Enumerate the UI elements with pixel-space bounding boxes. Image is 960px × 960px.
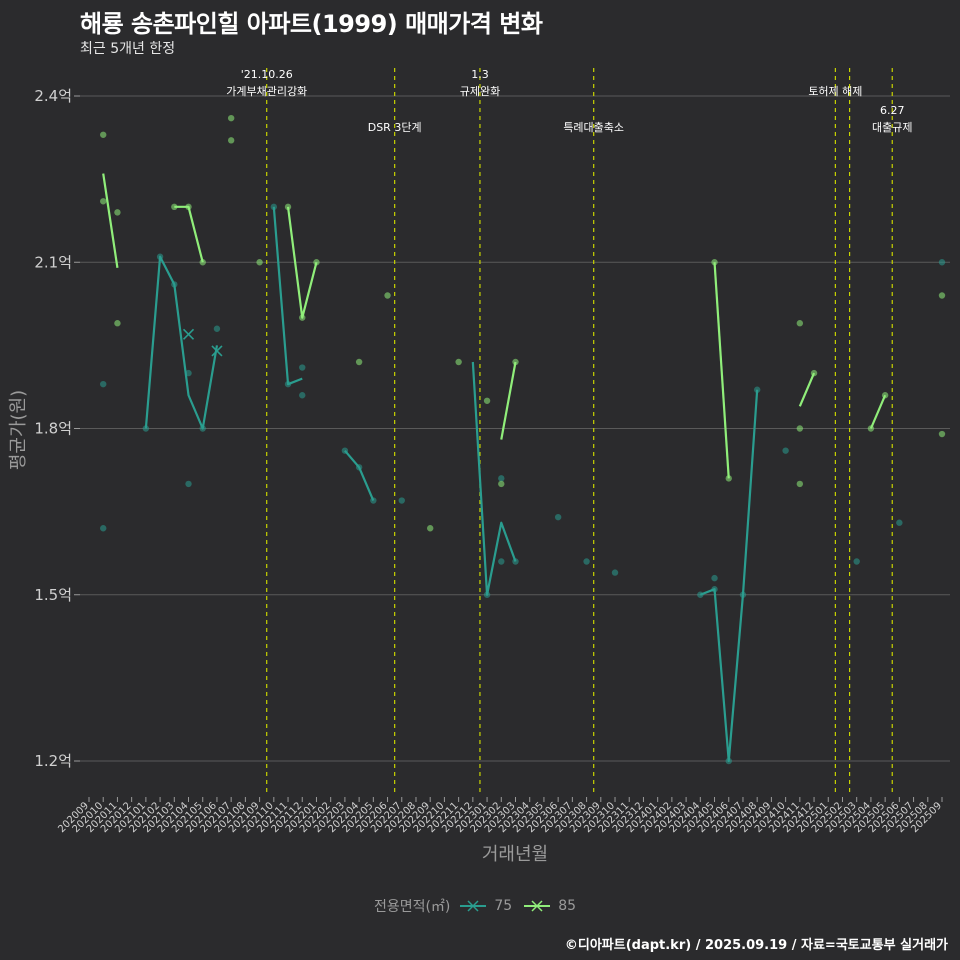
data-point-75 — [853, 558, 860, 565]
data-point-75 — [753, 386, 761, 393]
series-line-85 — [174, 205, 204, 263]
data-point-85 — [796, 480, 804, 488]
series-line-75 — [699, 389, 759, 763]
series-line-75 — [344, 449, 375, 501]
data-point-75 — [611, 569, 619, 576]
data-point-85 — [796, 320, 804, 327]
data-point-85 — [455, 358, 462, 366]
data-point-75 — [554, 513, 562, 521]
legend-label-75: 75 — [494, 898, 513, 914]
series-line-85 — [869, 394, 887, 429]
data-point-85 — [100, 198, 107, 205]
series-line-85 — [713, 262, 730, 479]
data-point-75 — [398, 497, 405, 504]
legend: 전용면적(㎡) 75 85 — [0, 896, 960, 916]
data-point-75 — [185, 480, 192, 488]
data-point-85 — [227, 114, 235, 122]
data-point-85 — [100, 131, 107, 138]
data-point-85 — [384, 292, 391, 299]
series-line-75 — [471, 361, 517, 596]
event-label: 규제완화 — [460, 85, 500, 98]
data-point-85 — [498, 480, 505, 488]
legend-title: 전용면적(㎡) — [373, 899, 451, 915]
data-point-75 — [299, 364, 306, 371]
data-cross-75 — [182, 328, 195, 340]
series-line-75 — [144, 255, 219, 430]
data-point-85 — [796, 425, 804, 432]
source-caption: ©디아파트(dapt.kr) / 2025.09.19 / 자료=국토교통부 실… — [564, 938, 948, 953]
data-point-75 — [711, 574, 718, 582]
event-label: 대출규제 — [872, 121, 912, 134]
y-tick-label: 1.5억 — [34, 586, 72, 604]
event-label: 특례대출축소 — [563, 121, 624, 134]
data-point-75 — [583, 558, 590, 565]
legend-key-75-icon — [460, 900, 487, 912]
data-point-85 — [114, 320, 121, 327]
y-tick-label: 1.8억 — [34, 420, 72, 438]
data-point-85 — [427, 525, 434, 532]
event-label: 가계부채관리강화 — [226, 85, 307, 98]
event-label: '21.10.26 — [241, 68, 293, 81]
data-point-75 — [270, 203, 278, 211]
data-point-75 — [938, 259, 946, 266]
event-label: 토허제 해제 — [808, 84, 862, 98]
data-point-85 — [938, 292, 946, 299]
series-line-85 — [286, 206, 318, 319]
chart-subtitle: 최근 5개년 한정 — [80, 41, 176, 57]
data-point-75 — [213, 325, 221, 332]
legend-key-85-icon — [524, 900, 551, 912]
data-point-85 — [483, 397, 491, 404]
event-label: DSR 3단계 — [368, 121, 422, 134]
data-point-85 — [355, 358, 363, 366]
legend-item-75: 75 — [458, 897, 512, 915]
series-line-85 — [798, 372, 816, 407]
y-axis-title: 평균가(원) — [8, 390, 29, 470]
series-line-75 — [272, 206, 303, 386]
data-point-75 — [100, 380, 107, 388]
data-point-75 — [782, 447, 789, 454]
legend-label-85: 85 — [558, 898, 577, 914]
event-label: 6.27 — [880, 104, 905, 117]
data-point-75 — [299, 392, 306, 399]
chart-title: 해룡 송촌파인힐 아파트(1999) 매매가격 변화 — [80, 10, 543, 38]
data-point-85 — [114, 209, 121, 216]
series-line-85 — [102, 173, 119, 268]
data-point-75 — [100, 525, 107, 532]
data-point-85 — [227, 137, 235, 144]
series-line-85 — [500, 361, 517, 440]
data-point-75 — [498, 475, 505, 482]
data-point-75 — [896, 519, 903, 526]
data-point-85 — [938, 430, 946, 438]
data-point-75 — [498, 558, 505, 565]
y-tick-label: 1.2억 — [34, 752, 72, 770]
data-cross-75 — [211, 345, 223, 357]
event-label: 1.3 — [471, 68, 489, 81]
y-tick-label: 2.4억 — [34, 87, 72, 105]
legend-item-85: 85 — [522, 897, 576, 915]
y-tick-label: 2.1억 — [34, 253, 72, 271]
data-point-85 — [256, 259, 263, 266]
x-axis-title: 거래년월 — [482, 844, 548, 865]
